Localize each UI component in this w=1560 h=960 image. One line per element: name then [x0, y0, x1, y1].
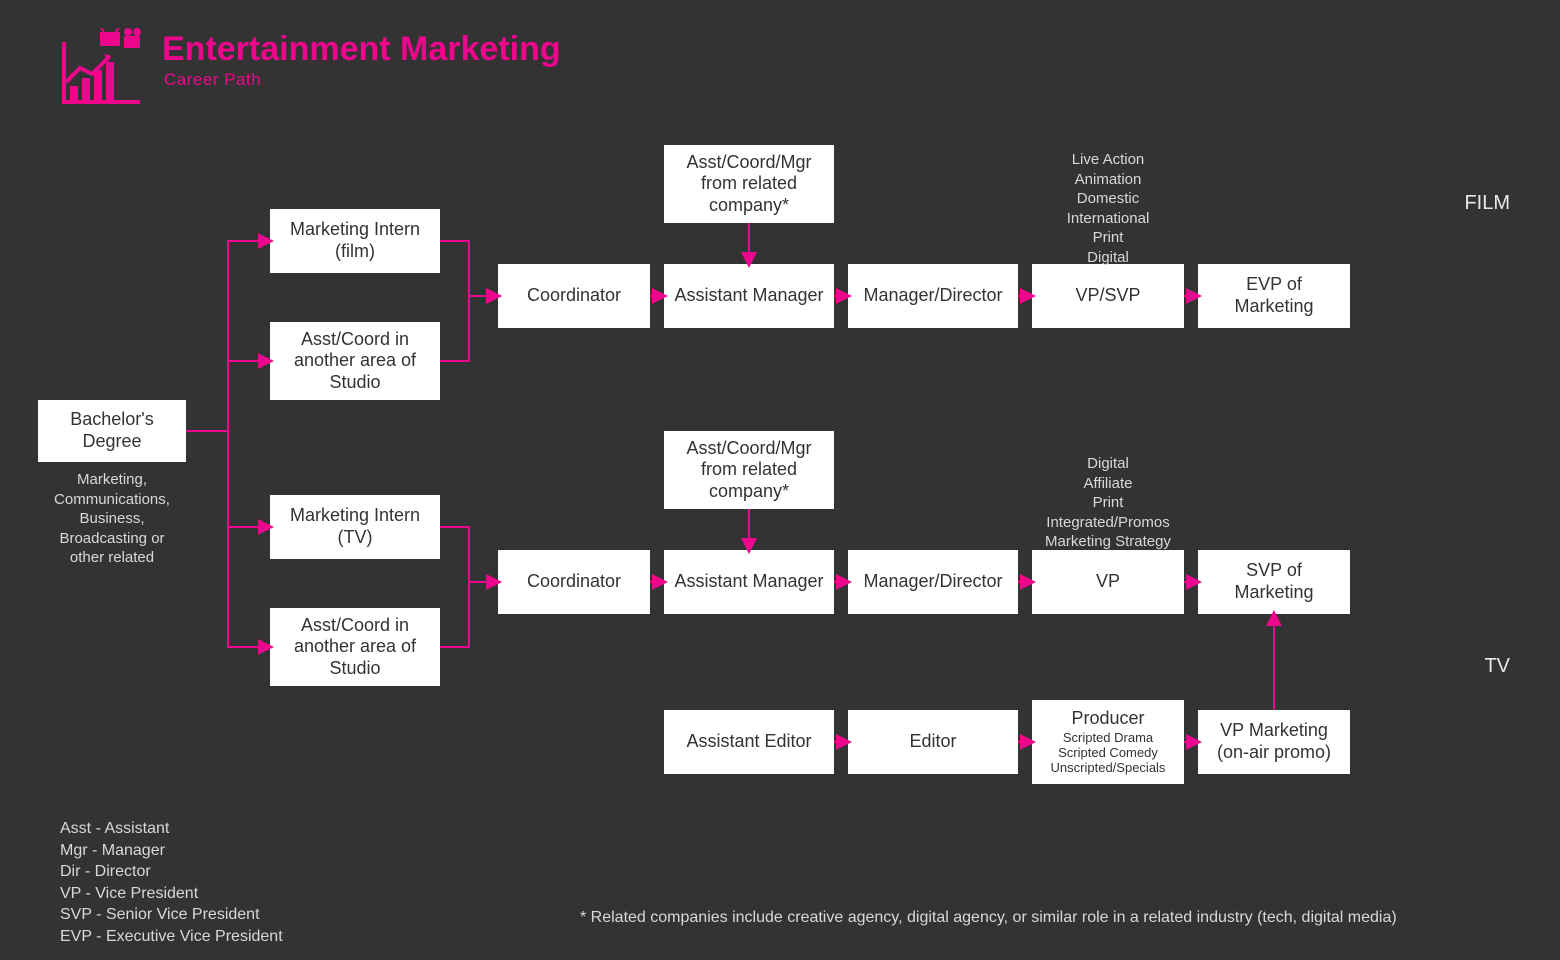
node-coord_tv: Coordinator [498, 550, 650, 614]
page-subtitle: Career Path [164, 70, 261, 90]
node-asst_editor: Assistant Editor [664, 710, 834, 774]
degree-note: Marketing, Communications, Business, Bro… [38, 470, 186, 568]
node-am_film: Assistant Manager [664, 264, 834, 328]
node-related_tv: Asst/Coord/Mgr from related company* [664, 431, 834, 509]
node-mgr_film: Manager/Director [848, 264, 1018, 328]
node-coord_film: Coordinator [498, 264, 650, 328]
page-title: Entertainment Marketing [162, 30, 561, 69]
legend: Asst - Assistant Mgr - Manager Dir - Dir… [60, 818, 283, 948]
node-intern_tv: Marketing Intern (TV) [270, 495, 440, 559]
track-label-film: FILM [1430, 192, 1510, 215]
node-evp_film: EVP of Marketing [1198, 264, 1350, 328]
node-vp_film: VP/SVP [1032, 264, 1184, 328]
vp-tv-note: Digital Affiliate Print Integrated/Promo… [1032, 454, 1184, 552]
node-mgr_tv: Manager/Director [848, 550, 1018, 614]
node-related_film: Asst/Coord/Mgr from related company* [664, 145, 834, 223]
node-vp_onair: VP Marketing (on-air promo) [1198, 710, 1350, 774]
vp-film-note: Live Action Animation Domestic Internati… [1032, 150, 1184, 267]
node-svp_tv: SVP of Marketing [1198, 550, 1350, 614]
node-asst_coord_film: Asst/Coord in another area of Studio [270, 322, 440, 400]
node-producer: ProducerScripted Drama Scripted Comedy U… [1032, 700, 1184, 784]
node-asst_coord_tv: Asst/Coord in another area of Studio [270, 608, 440, 686]
node-am_tv: Assistant Manager [664, 550, 834, 614]
node-intern_film: Marketing Intern (film) [270, 209, 440, 273]
node-editor: Editor [848, 710, 1018, 774]
node-vp_tv: VP [1032, 550, 1184, 614]
logo-icon [60, 28, 146, 111]
track-label-tv: TV [1430, 655, 1510, 678]
node-bachelors: Bachelor's Degree [38, 400, 186, 462]
footnote: * Related companies include creative age… [580, 908, 1460, 929]
